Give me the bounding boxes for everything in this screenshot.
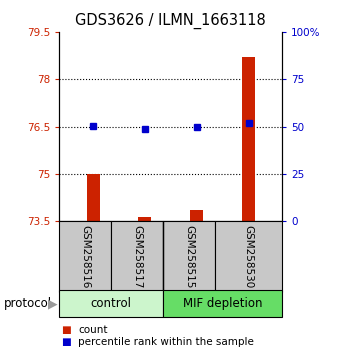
Text: protocol: protocol	[3, 297, 52, 310]
Text: ▶: ▶	[48, 297, 57, 310]
Text: GSM258516: GSM258516	[80, 225, 90, 289]
Bar	[111, 221, 163, 292]
Bar	[190, 210, 203, 221]
Text: GSM258517: GSM258517	[132, 225, 142, 289]
Text: MIF depletion: MIF depletion	[183, 297, 262, 310]
Text: GDS3626 / ILMN_1663118: GDS3626 / ILMN_1663118	[74, 12, 266, 29]
Text: count: count	[78, 325, 108, 335]
Bar	[215, 221, 282, 292]
Text: GSM258530: GSM258530	[243, 225, 254, 288]
Text: control: control	[91, 297, 132, 310]
Bar	[138, 217, 151, 221]
Text: GSM258515: GSM258515	[184, 225, 194, 289]
Bar	[87, 174, 100, 221]
Bar	[163, 221, 215, 292]
Bar	[163, 290, 282, 317]
Bar	[59, 290, 163, 317]
Bar	[242, 57, 255, 221]
Text: ■: ■	[61, 337, 71, 347]
Bar	[59, 221, 111, 292]
Text: percentile rank within the sample: percentile rank within the sample	[78, 337, 254, 347]
Text: ■: ■	[61, 325, 71, 335]
